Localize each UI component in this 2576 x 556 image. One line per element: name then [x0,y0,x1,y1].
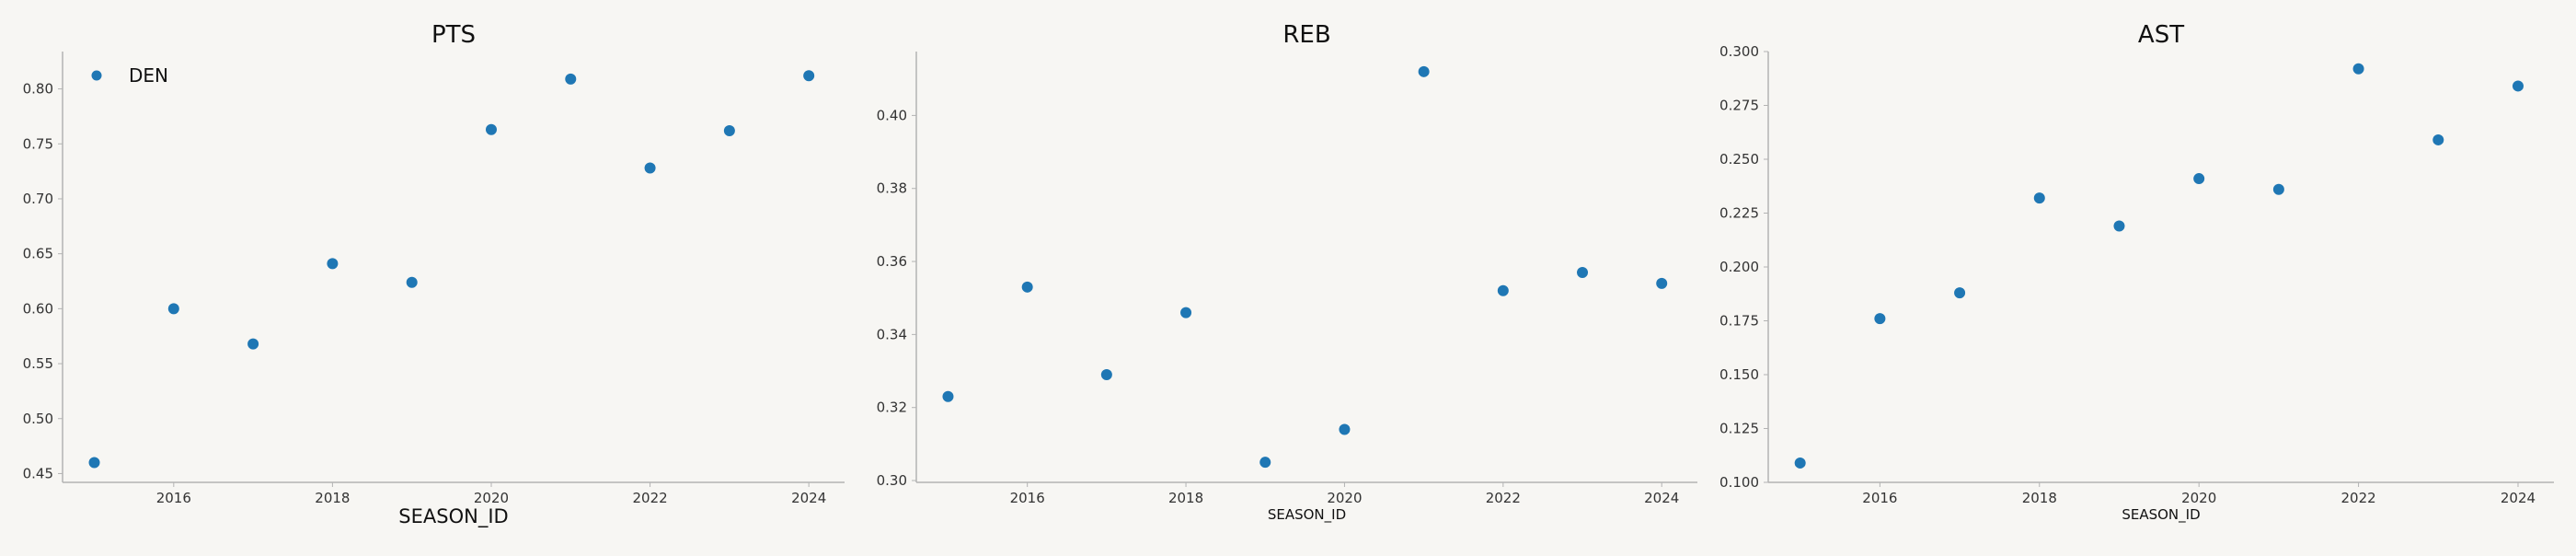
y-tick-label: 0.45 [23,465,53,481]
data-point [1577,266,1589,278]
x-tick-label: 2020 [2181,490,2216,506]
legend-label: DEN [129,64,168,87]
y-tick-label: 0.200 [1719,259,1759,275]
y-tick-label: 0.225 [1719,205,1759,222]
x-axis-label: SEASON_ID [2122,506,2200,524]
y-tick-label: 0.75 [23,135,53,152]
data-point [327,258,339,270]
y-tick-label: 0.65 [23,246,53,262]
x-tick-label: 2020 [474,490,509,506]
x-tick-label: 2018 [315,490,350,506]
data-point [723,124,735,136]
data-point [88,457,100,469]
y-tick-label: 0.30 [877,472,907,489]
data-point [1418,65,1430,77]
x-tick-label: 2020 [1327,490,1362,506]
x-tick-label: 2018 [1168,490,1203,506]
x-tick-label: 2016 [1862,490,1897,506]
data-point [2432,133,2444,145]
x-tick-label: 2024 [2501,490,2536,506]
y-tick-label: 0.125 [1719,421,1759,437]
data-point [1874,313,1886,325]
y-tick-label: 0.275 [1719,98,1759,114]
legend: DEN [91,64,168,87]
y-tick-label: 0.100 [1719,474,1759,491]
data-point [565,73,577,85]
data-point [1259,457,1271,469]
data-point [167,303,179,315]
y-tick-label: 0.40 [877,107,907,123]
x-tick-label: 2024 [791,490,826,506]
x-tick-label: 2022 [1486,490,1521,506]
y-tick-label: 0.60 [23,300,53,317]
y-tick-label: 0.55 [23,355,53,372]
chart-title: PTS [431,21,476,49]
x-tick-label: 2022 [632,490,667,506]
x-tick-label: 2016 [156,490,191,506]
data-point [1180,307,1192,319]
data-point [485,123,497,135]
data-point [1339,423,1351,435]
y-tick-label: 0.175 [1719,313,1759,330]
x-tick-label: 2022 [2340,490,2375,506]
data-point [1100,369,1112,380]
data-point [2033,192,2045,204]
data-point [1954,287,1966,299]
x-tick-label: 2018 [2022,490,2057,506]
data-point [2113,220,2125,232]
data-point [2512,80,2524,92]
data-point [2352,63,2364,75]
y-tick-label: 0.50 [23,411,53,427]
y-tick-label: 0.250 [1719,151,1759,168]
chart-title: AST [2138,21,2184,49]
data-point [1021,281,1033,293]
data-point [247,338,259,350]
x-axis-label: SEASON_ID [1268,506,1346,524]
y-tick-label: 0.70 [23,191,53,207]
y-tick-label: 0.80 [23,81,53,98]
x-axis-label: SEASON_ID [398,505,508,528]
data-point [2272,183,2284,195]
data-point [1794,457,1806,469]
y-tick-label: 0.38 [877,180,907,197]
y-tick-label: 0.150 [1719,366,1759,383]
y-tick-label: 0.36 [877,253,907,270]
x-tick-label: 2024 [1644,490,1679,506]
chart-panel-reb: REB 2016 2018 2020 2022 2024 0.30 0.32 0.34 0.36 0… [877,21,1697,524]
y-tick-label: 0.34 [877,326,907,342]
data-point [406,276,418,288]
data-point [2193,173,2205,185]
chart-title: REB [1282,21,1330,49]
y-tick-label: 0.300 [1719,43,1759,60]
x-tick-label: 2016 [1010,490,1045,506]
data-point [1497,284,1509,296]
chart-panel-ast: AST 2016 2018 2020 2022 2024 0.100 0.125 0.150 0.… [1719,21,2554,524]
data-point [942,390,954,402]
legend-marker [91,70,102,81]
data-point [1656,277,1668,289]
data-point [803,70,815,82]
y-tick-label: 0.32 [877,400,907,416]
chart-panel-pts: PTS 2016 2018 2020 2022 2024 0.45 0.50 0.55 0.60 0… [23,21,845,528]
data-point [644,162,656,174]
